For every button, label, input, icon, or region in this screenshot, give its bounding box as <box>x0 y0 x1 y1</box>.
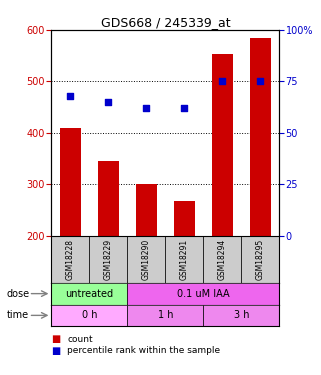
Bar <box>127 236 165 283</box>
Text: count: count <box>67 335 93 344</box>
Text: GSM18228: GSM18228 <box>66 239 75 280</box>
Text: time: time <box>6 310 29 320</box>
Text: dose: dose <box>6 289 30 298</box>
Text: 0 h: 0 h <box>82 310 97 320</box>
Text: GSM18290: GSM18290 <box>142 239 151 280</box>
Point <box>68 93 73 99</box>
Bar <box>174 201 195 236</box>
Point <box>220 78 225 84</box>
Text: 1 h: 1 h <box>158 310 173 320</box>
Bar <box>136 184 157 236</box>
Text: ■: ■ <box>51 346 61 355</box>
Bar <box>51 283 127 304</box>
Text: percentile rank within the sample: percentile rank within the sample <box>67 346 221 355</box>
Title: GDS668 / 245339_at: GDS668 / 245339_at <box>100 16 230 29</box>
Text: untreated: untreated <box>65 289 113 298</box>
Bar <box>89 236 127 283</box>
Bar <box>241 236 279 283</box>
Text: GSM18294: GSM18294 <box>218 239 227 280</box>
Bar <box>250 38 271 236</box>
Text: GSM18295: GSM18295 <box>256 239 265 280</box>
Bar <box>127 283 279 304</box>
Text: 0.1 uM IAA: 0.1 uM IAA <box>177 289 230 298</box>
Point <box>106 99 111 105</box>
Bar <box>60 128 81 236</box>
Bar <box>203 236 241 283</box>
Bar <box>98 161 119 236</box>
Bar <box>127 304 203 326</box>
Point <box>258 78 263 84</box>
Bar <box>212 54 233 236</box>
Text: 3 h: 3 h <box>234 310 249 320</box>
Text: GSM18291: GSM18291 <box>180 239 189 280</box>
Text: GSM18229: GSM18229 <box>104 239 113 280</box>
Bar <box>51 236 89 283</box>
Point <box>144 105 149 111</box>
Bar <box>51 304 127 326</box>
Bar <box>165 236 203 283</box>
Bar <box>203 304 279 326</box>
Point <box>182 105 187 111</box>
Text: ■: ■ <box>51 334 61 344</box>
